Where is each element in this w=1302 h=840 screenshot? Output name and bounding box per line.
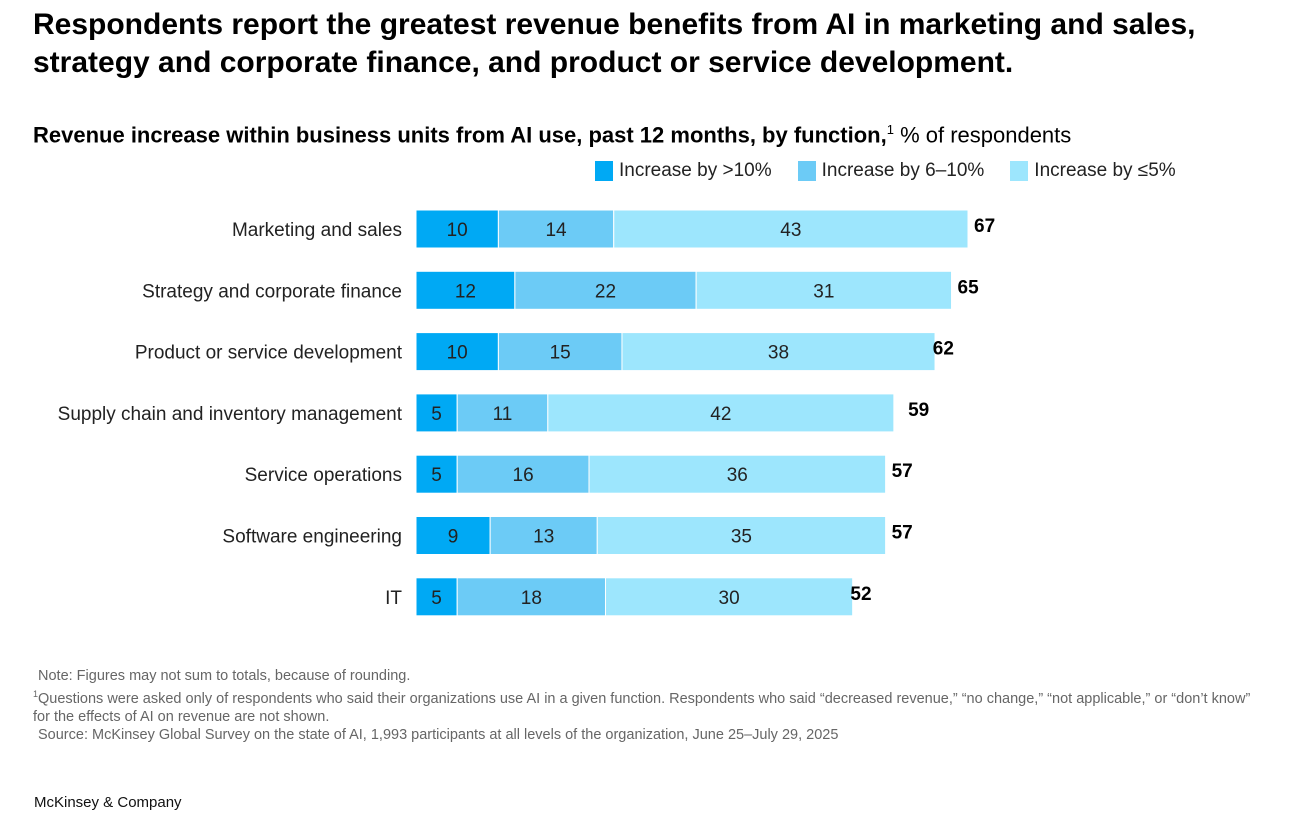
category-label: IT [385, 588, 402, 609]
bar-segment [415, 209, 499, 249]
data-label: 36 [727, 465, 748, 486]
data-label: 15 [550, 343, 571, 364]
legend-label: Increase by >10% [619, 160, 772, 181]
bar-segment [613, 209, 969, 249]
bar-segment [604, 577, 854, 617]
bar-segment [588, 454, 887, 494]
data-label: 16 [513, 465, 534, 486]
chart-title: Revenue increase within business units f… [33, 122, 887, 148]
data-label: 10 [447, 343, 468, 364]
bar-segment [456, 454, 590, 494]
legend-item: Increase by ≤5% [1010, 160, 1176, 182]
bar-segment [695, 270, 953, 310]
bar-segment [415, 454, 458, 494]
notes: Note: Figures may not sum to totals, bec… [33, 667, 1253, 744]
bar-segment [489, 516, 598, 555]
total-label: 62 [933, 339, 954, 360]
data-label: 13 [533, 527, 554, 548]
source: Source: McKinsey Global Survey on the st… [38, 726, 839, 743]
bar-chart: Marketing and sales 10 14 43 67 Strategy and … [58, 209, 995, 617]
total-label: 67 [974, 216, 995, 237]
data-label: 38 [768, 343, 789, 364]
category-label: Product or service development [135, 343, 403, 364]
total-label: 59 [908, 400, 929, 421]
chart-subtitle: Revenue increase within business units f… [33, 116, 1071, 149]
bar-segment [621, 332, 936, 372]
footnote: 1Questions were asked only of respondent… [33, 689, 1251, 725]
total-label: 52 [850, 584, 871, 605]
data-label: 5 [431, 404, 442, 425]
data-label: 9 [448, 527, 459, 548]
legend-item: Increase by 6–10% [797, 160, 985, 182]
data-label: 43 [780, 220, 801, 241]
bar-segment [415, 332, 499, 372]
footnote-marker: 1 [886, 122, 894, 137]
bar-segment [514, 270, 697, 310]
data-label: 14 [545, 220, 567, 241]
note: Note: Figures may not sum to totals, bec… [38, 668, 411, 684]
data-label: 22 [595, 281, 616, 302]
headline: Respondents report the greatest revenue … [33, 8, 1196, 79]
data-label: 12 [455, 281, 476, 302]
data-label: 5 [431, 588, 442, 609]
data-label: 42 [710, 404, 731, 425]
legend-label: Increase by 6–10% [821, 160, 985, 181]
total-label: 65 [958, 277, 980, 298]
data-label: 10 [447, 220, 468, 241]
data-label: 18 [521, 588, 542, 609]
data-label: 35 [731, 527, 752, 548]
category-label: Marketing and sales [232, 220, 402, 241]
unit-label: % of respondents [900, 122, 1072, 148]
legend-swatch [797, 161, 816, 181]
legend-swatch [595, 161, 613, 181]
bar-segment [596, 516, 887, 555]
bar-segment [456, 393, 549, 433]
legend-label: Increase by ≤5% [1034, 160, 1176, 181]
bar-segment [497, 209, 615, 249]
total-label: 57 [892, 523, 913, 544]
legend: Increase by >10% Increase by 6–10% Incre… [595, 160, 1176, 182]
category-label: Strategy and corporate finance [142, 281, 402, 302]
category-label: Supply chain and inventory management [58, 404, 403, 425]
bar-segment [547, 393, 895, 433]
bar-segment [415, 516, 491, 555]
brand-logo: McKinsey & Company [34, 794, 182, 811]
total-label: 57 [892, 461, 913, 482]
bar-segment [415, 577, 458, 617]
data-label: 31 [813, 281, 834, 302]
data-label: 5 [431, 465, 442, 486]
data-label: 11 [493, 404, 513, 425]
bar-segment [456, 577, 606, 617]
data-label: 30 [719, 588, 740, 609]
category-label: Service operations [245, 465, 402, 486]
legend-item: Increase by >10% [595, 160, 772, 182]
category-label: Software engineering [222, 527, 402, 548]
legend-swatch [1010, 161, 1029, 181]
